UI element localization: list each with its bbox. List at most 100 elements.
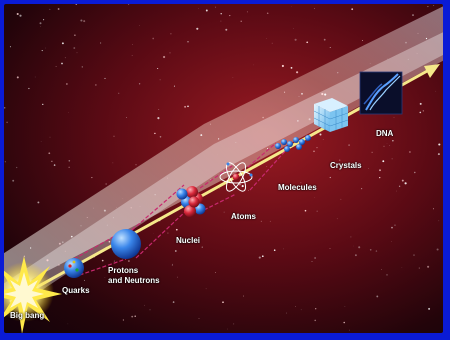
star: [324, 93, 327, 96]
star: [266, 38, 267, 39]
star: [416, 53, 418, 55]
star: [4, 107, 6, 109]
star: [336, 218, 338, 220]
star: [95, 84, 97, 86]
star: [314, 7, 315, 9]
atom-icon: [219, 162, 253, 192]
star: [294, 38, 297, 41]
star: [383, 145, 385, 147]
star: [349, 329, 351, 331]
star: [81, 66, 83, 68]
star: [104, 77, 106, 79]
star: [339, 159, 341, 161]
star: [131, 54, 133, 56]
star: [258, 256, 261, 259]
star: [393, 116, 395, 118]
star: [43, 19, 45, 21]
star: [396, 190, 397, 192]
star: [381, 269, 382, 270]
star: [391, 226, 393, 229]
star: [205, 9, 208, 12]
star: [240, 20, 242, 22]
starburst-icon: [4, 256, 62, 333]
proton-sphere-icon: [111, 229, 141, 259]
star: [152, 37, 155, 40]
star: [62, 241, 64, 243]
star: [74, 34, 76, 36]
star: [376, 295, 379, 298]
dna-image-icon: [359, 71, 403, 115]
star: [68, 160, 71, 162]
star: [246, 11, 248, 13]
star: [233, 323, 235, 325]
star: [49, 8, 51, 10]
star: [196, 27, 199, 30]
star: [283, 248, 284, 250]
star: [273, 249, 276, 251]
star: [329, 248, 331, 249]
star: [314, 319, 316, 322]
star: [61, 42, 64, 45]
star: [135, 164, 137, 166]
star: [134, 315, 136, 317]
star: [91, 177, 93, 179]
star: [284, 91, 286, 93]
star: [154, 194, 156, 196]
star: [306, 41, 309, 44]
star: [108, 240, 111, 243]
star: [80, 225, 82, 227]
star: [58, 242, 61, 245]
star: [266, 166, 268, 167]
star: [39, 22, 42, 25]
star: [316, 210, 318, 212]
star: [219, 188, 220, 189]
star: [368, 168, 369, 170]
star: [433, 5, 435, 6]
label-molecules: Molecules: [278, 183, 317, 192]
star: [348, 144, 350, 146]
star: [159, 79, 161, 81]
star: [286, 312, 287, 314]
star: [229, 15, 231, 17]
star: [61, 62, 63, 65]
star: [436, 248, 439, 251]
star: [132, 44, 133, 46]
star: [304, 209, 307, 212]
star: [435, 90, 437, 92]
star: [401, 267, 403, 268]
star: [313, 150, 315, 153]
star: [379, 176, 381, 179]
star: [201, 246, 203, 248]
star: [122, 319, 124, 321]
star: [158, 109, 160, 110]
star: [101, 259, 104, 262]
star: [344, 306, 346, 307]
star: [130, 207, 132, 209]
star: [323, 38, 326, 41]
star: [100, 42, 102, 44]
star: [64, 57, 66, 59]
star: [73, 47, 76, 49]
star: [70, 235, 73, 238]
star: [157, 117, 160, 120]
star: [49, 136, 51, 138]
star: [139, 206, 141, 207]
starfield: [4, 4, 443, 331]
star: [414, 171, 416, 174]
star: [405, 41, 407, 44]
star: [438, 220, 440, 222]
star: [66, 83, 68, 85]
star: [222, 301, 224, 304]
crystal-cube-icon: [313, 98, 349, 132]
star: [187, 41, 189, 43]
star: [93, 207, 94, 209]
star: [46, 259, 49, 262]
star: [127, 4, 130, 5]
star: [296, 71, 299, 74]
star: [319, 133, 322, 136]
star: [9, 46, 11, 48]
star: [138, 83, 141, 85]
star: [157, 68, 159, 69]
star: [16, 166, 18, 169]
star: [41, 50, 43, 52]
